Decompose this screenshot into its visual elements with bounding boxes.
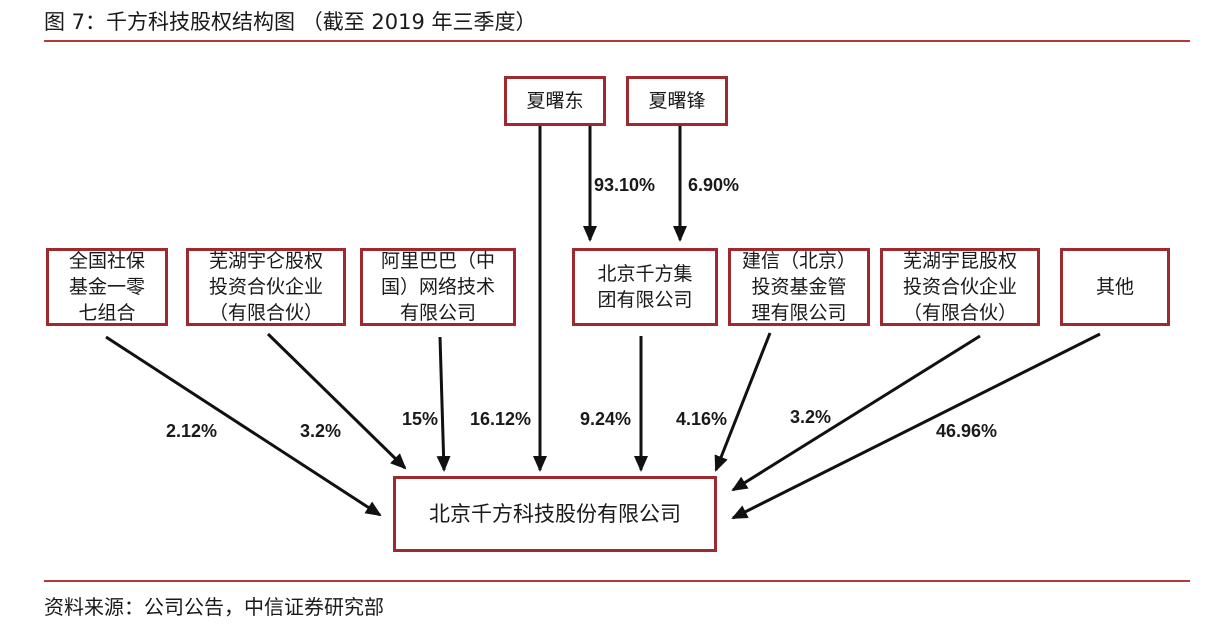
arrow-nssf-to-target (105, 335, 382, 517)
pct-xiashudong-group: 93.10% (594, 175, 656, 195)
pct-xiashufeng-group: 6.90% (688, 175, 740, 195)
pct-yulun: 3.2% (300, 421, 342, 441)
box-nssf-107: 全国社保 基金一零 七组合 (46, 248, 168, 326)
box-target-company: 北京千方科技股份有限公司 (393, 476, 717, 552)
bottom-rule (44, 580, 1190, 582)
arrow-jianxin-to-target (714, 332, 772, 472)
figure-title: 图 7：千方科技股权结构图 （截至 2019 年三季度） (44, 10, 537, 34)
pct-others: 46.96% (936, 421, 998, 441)
pct-jianxin: 4.16% (676, 409, 728, 429)
arrow-yukun-to-target (731, 334, 981, 492)
pct-nssf: 2.12% (166, 421, 218, 441)
box-qianfang-group: 北京千方集 团有限公司 (572, 248, 718, 326)
pct-qianfang-group: 9.24% (580, 409, 632, 429)
box-others: 其他 (1060, 248, 1170, 326)
source-note: 资料来源：公司公告，中信证券研究部 (44, 595, 384, 619)
box-wuhu-yukun: 芜湖宇昆股权 投资合伙企业 （有限合伙） (880, 248, 1040, 326)
box-jianxin: 建信（北京） 投资基金管 理有限公司 (728, 248, 870, 326)
box-alibaba: 阿里巴巴（中 国）网络技术 有限公司 (360, 248, 516, 326)
pct-alibaba: 15% (402, 409, 439, 429)
box-wuhu-yulun: 芜湖宇仑股权 投资合伙企业 （有限合伙） (186, 248, 346, 326)
arrow-others-to-target (731, 332, 1101, 520)
box-xia-shudong: 夏曙东 (504, 76, 606, 126)
box-xia-shufeng: 夏曙锋 (626, 76, 728, 126)
pct-xiashudong-direct: 16.12% (470, 409, 532, 429)
arrow-alibaba-to-target (436, 336, 451, 472)
arrow-yulun-to-target (266, 332, 407, 470)
pct-yukun: 3.2% (790, 407, 832, 427)
top-rule (44, 40, 1190, 42)
